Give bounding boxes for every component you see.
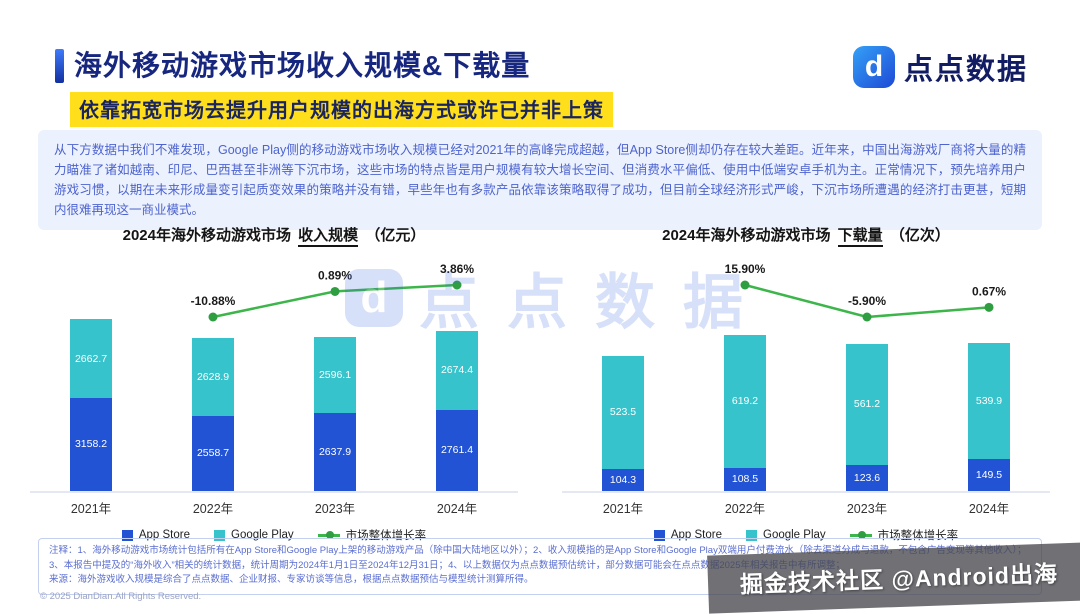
downloads-chart-title-unit: （亿次） [889,227,950,244]
svg-text:0.89%: 0.89% [318,268,352,282]
revenue-chart-title-prefix: 2024年海外移动游戏市场 [122,227,291,244]
intro-paragraph: 从下方数据中我们不难发现，Google Play侧的移动游戏市场收入规模已经对2… [38,130,1042,230]
bar-segment-google-play: 2596.1 [314,336,356,414]
bar-2023年: 2596.1 2637.9 [314,336,356,491]
x-axis-label: 2022年 [192,502,234,516]
page-title: 海外移动游戏市场收入规模&下载量 [74,50,531,81]
legend-swatch [746,529,757,541]
legend-line-swatch [849,531,872,539]
bar-2021年: 523.5 104.3 [602,356,644,491]
bar-2024年: 539.9 149.5 [968,343,1010,491]
revenue-chart-plot: 2662.7 3158.2 2628.9 2558.7 2596.1 2637.9 2674… [30,255,518,493]
bar-segment-app-store: 149.5 [968,458,1010,491]
notes-line: 注释：1、海外移动游戏市场统计包括所有在App Store和Google Pla… [49,545,1027,571]
revenue-chart-x-axis: 2021年 2022年 2023年 2024年 [30,493,518,517]
bar-segment-app-store: 2558.7 [192,415,234,491]
legend-swatch [653,529,665,541]
bar-segment-google-play: 523.5 [602,356,644,469]
community-watermark-badge: 掘金技术社区 @Android出海 [707,542,1080,614]
copyright-text: © 2025 DianDian.All Rights Reserved. [40,591,202,602]
x-axis-label: 2024年 [968,502,1010,516]
bar-segment-google-play: 2662.7 [70,319,112,398]
bar-segment-google-play: 561.2 [846,344,888,465]
x-axis-label: 2021年 [70,502,112,516]
charts-row: 2024年海外移动游戏市场 收入规模 （亿元） 2662.7 3158.2 2628… [30,224,1050,543]
downloads-chart-title-keyword: 下载量 [837,227,883,247]
bar-2022年: 619.2 108.5 [724,334,766,491]
x-axis-label: 2024年 [436,502,478,516]
bar-segment-google-play: 2674.4 [436,330,478,410]
diandian-logo-icon: d [852,46,895,88]
legend-swatch [214,529,225,541]
x-axis-label: 2021年 [602,502,644,516]
revenue-chart-title-unit: （亿元） [365,227,426,244]
bar-segment-app-store: 3158.2 [70,397,112,491]
legend-swatch [121,529,133,541]
revenue-chart: 2024年海外移动游戏市场 收入规模 （亿元） 2662.7 3158.2 2628… [30,224,518,543]
subtitle-highlight: 依靠拓宽市场去提升用户规模的出海方式或许已并非上策 [70,92,613,127]
downloads-chart: 2024年海外移动游戏市场 下载量 （亿次） 523.5 104.3 619.2 10… [562,224,1050,543]
legend-line-swatch [317,531,340,539]
x-axis-label: 2023年 [314,502,356,516]
bar-segment-app-store: 2761.4 [436,409,478,491]
svg-text:15.90%: 15.90% [725,262,766,276]
bar-2024年: 2674.4 2761.4 [436,330,478,491]
bar-segment-google-play: 619.2 [724,334,766,468]
x-axis-label: 2023年 [846,502,888,516]
bar-segment-google-play: 2628.9 [192,337,234,416]
downloads-chart-plot: 523.5 104.3 619.2 108.5 561.2 123.6 539.9 149.5… [562,255,1050,493]
downloads-chart-title: 2024年海外移动游戏市场 下载量 （亿次） [562,224,1050,247]
bar-segment-app-store: 2637.9 [314,413,356,491]
svg-text:3.86%: 3.86% [440,262,474,276]
svg-text:-5.90%: -5.90% [848,294,886,308]
bar-segment-app-store: 108.5 [724,467,766,491]
svg-text:0.67%: 0.67% [972,284,1006,298]
bar-segment-app-store: 104.3 [602,468,644,491]
diandian-logo: d 点点数据 [852,46,1028,88]
downloads-chart-x-axis: 2021年 2022年 2023年 2024年 [562,493,1050,517]
bar-segment-app-store: 123.6 [846,464,888,491]
revenue-chart-title: 2024年海外移动游戏市场 收入规模 （亿元） [30,224,518,247]
x-axis-label: 2022年 [724,502,766,516]
bar-2022年: 2628.9 2558.7 [192,337,234,491]
svg-text:-10.88%: -10.88% [191,294,236,308]
bar-2023年: 561.2 123.6 [846,344,888,491]
title-accent-bar [55,49,64,83]
diandian-logo-text: 点点数据 [903,54,1028,86]
bar-segment-google-play: 539.9 [968,343,1010,459]
bar-2021年: 2662.7 3158.2 [70,319,112,491]
source-line: 来源：海外游戏收入规模是综合了点点数据、企业财报、专家访谈等信息，根据点点数据预… [49,574,534,586]
downloads-chart-title-prefix: 2024年海外移动游戏市场 [662,227,831,244]
revenue-chart-title-keyword: 收入规模 [298,227,359,247]
